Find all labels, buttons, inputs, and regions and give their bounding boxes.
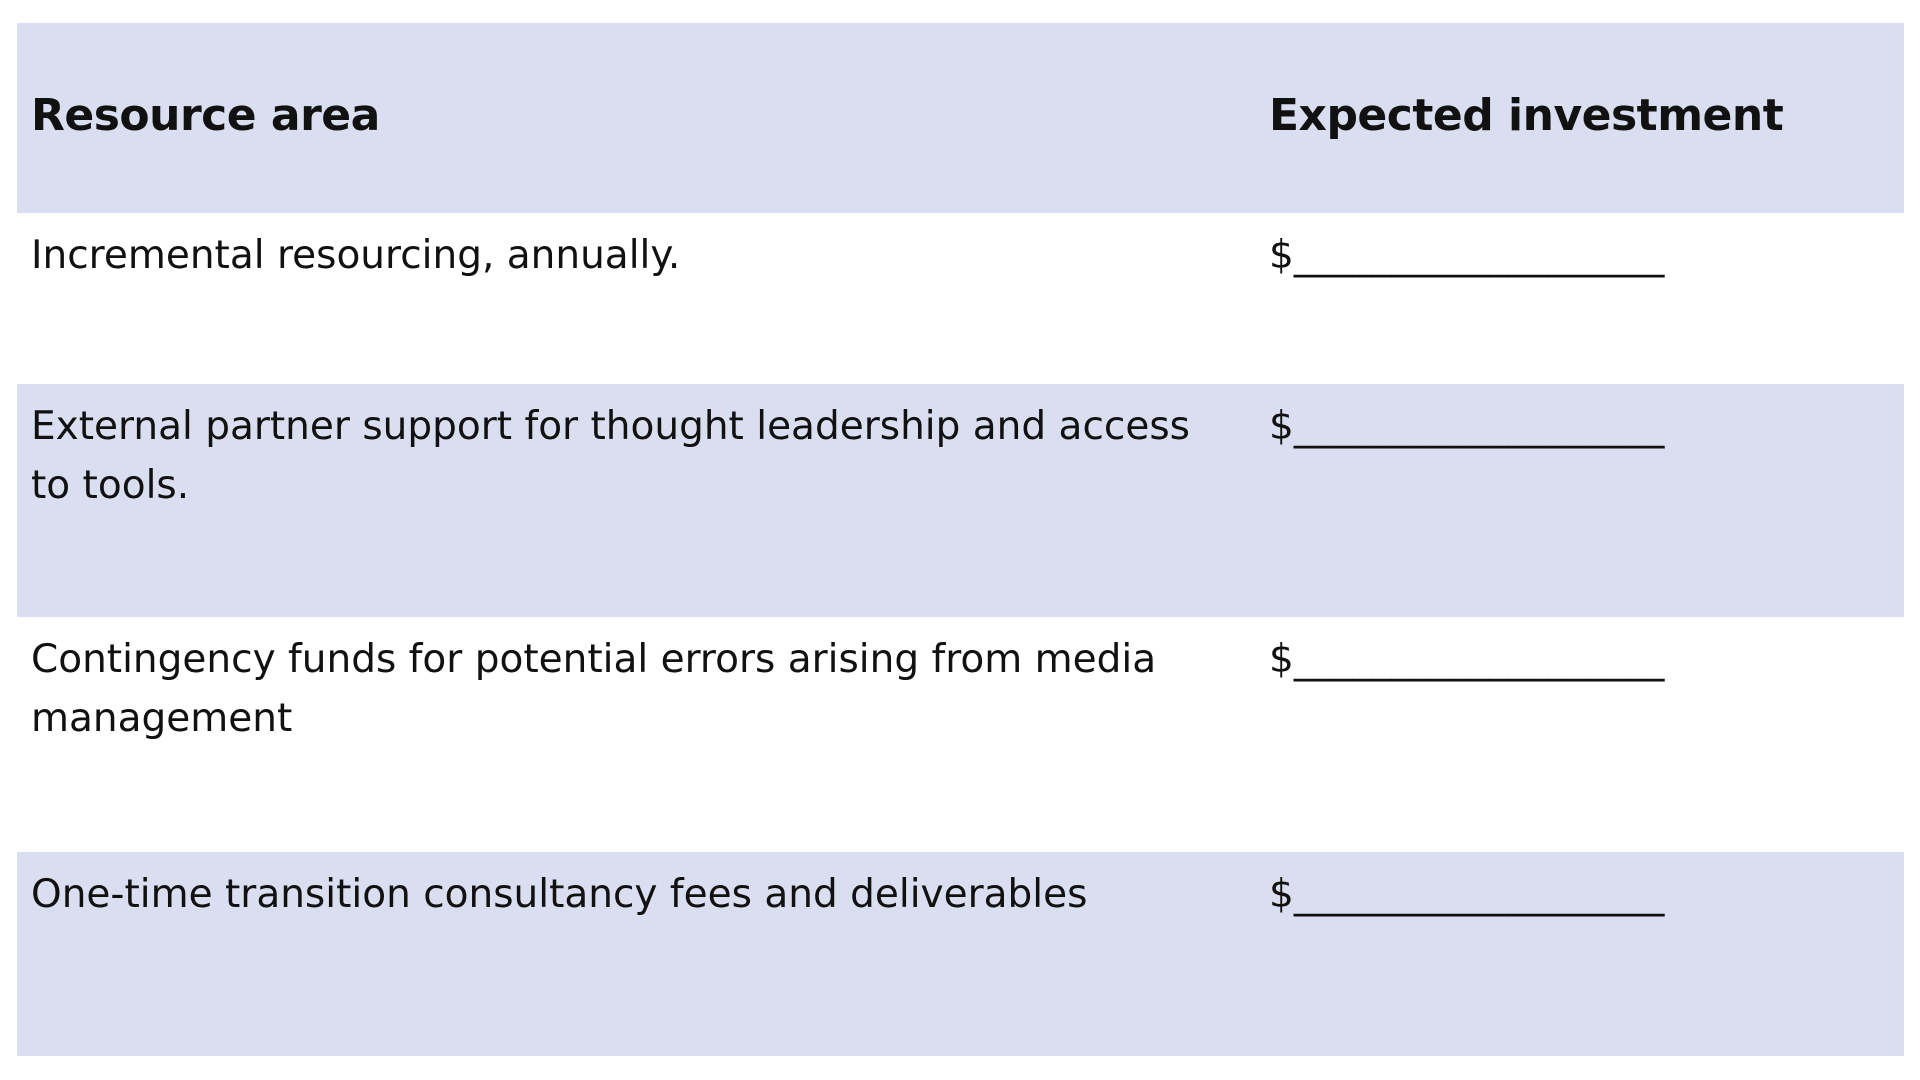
table-row: Contingency funds for potential errors a… — [17, 617, 1904, 852]
header-expected-investment: Expected investment — [1269, 90, 1784, 141]
investment-table: Resource area Expected investment Increm… — [17, 23, 1904, 1056]
amount-field[interactable]: $___________________ — [1269, 872, 1665, 917]
resource-cell: External partner support for thought lea… — [31, 404, 1190, 508]
header-resource-area: Resource area — [31, 90, 380, 141]
table-row: Incremental resourcing, annually. $_____… — [17, 213, 1904, 384]
amount-field[interactable]: $___________________ — [1269, 233, 1665, 278]
resource-cell: One-time transition consultancy fees and… — [31, 872, 1088, 917]
resource-cell: Incremental resourcing, annually. — [31, 233, 681, 278]
table-row: One-time transition consultancy fees and… — [17, 852, 1904, 1056]
amount-field[interactable]: $___________________ — [1269, 404, 1665, 449]
amount-field[interactable]: $___________________ — [1269, 637, 1665, 682]
table-row: External partner support for thought lea… — [17, 384, 1904, 617]
resource-cell: Contingency funds for potential errors a… — [31, 637, 1157, 741]
table-header-row: Resource area Expected investment — [17, 23, 1904, 213]
